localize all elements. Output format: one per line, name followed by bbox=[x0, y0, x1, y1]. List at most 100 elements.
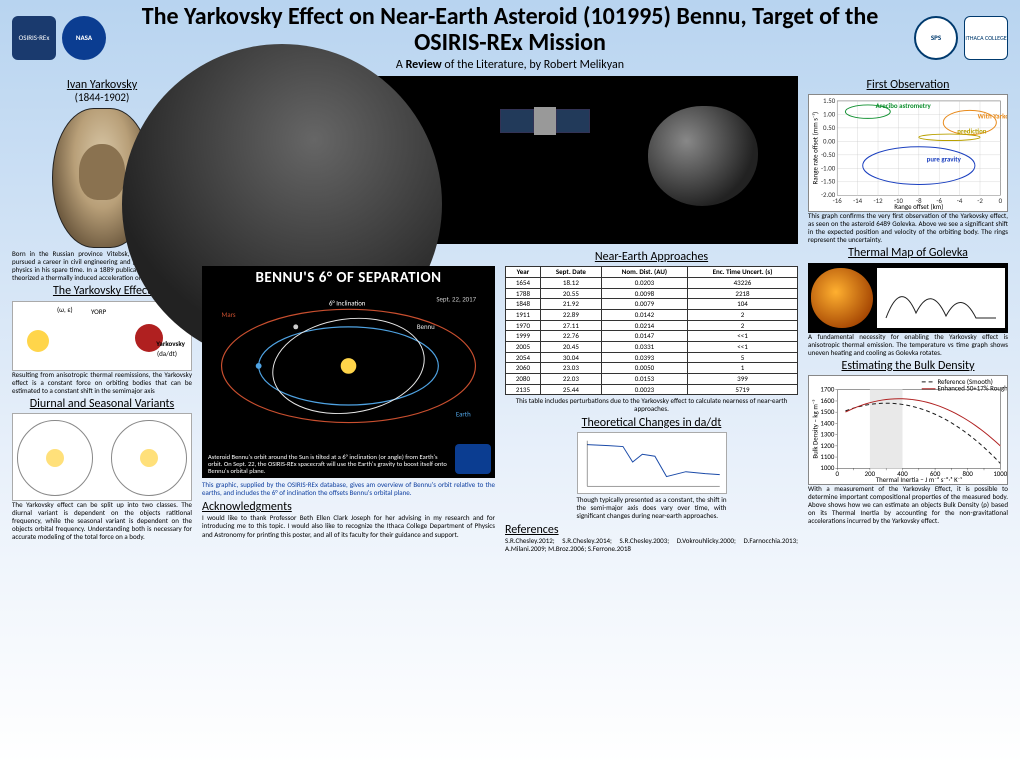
svg-text:Range offset (km): Range offset (km) bbox=[894, 202, 943, 211]
svg-text:6° Inclination: 6° Inclination bbox=[329, 299, 366, 308]
svg-text:800: 800 bbox=[962, 469, 973, 478]
ithaca-logo-icon: ITHACA COLLEGE bbox=[964, 16, 1008, 60]
thermal-caption: A fundamental necessity for enabling the… bbox=[808, 333, 1008, 357]
spacecraft-icon bbox=[500, 101, 590, 141]
lbl-yark: Yarkovsky bbox=[156, 340, 185, 348]
svg-text:Arecibo astrometry: Arecibo astrometry bbox=[876, 101, 932, 110]
diurnal-heading: Diurnal and Seasonal Variants bbox=[12, 398, 192, 411]
svg-text:pure gravity: pure gravity bbox=[927, 155, 962, 164]
density-chart: 0200400600800100010001100120013001400150… bbox=[808, 375, 1008, 485]
table-header: Enc. Time Uncert. (s) bbox=[687, 267, 797, 278]
table-row: 178820.550.00982218 bbox=[506, 288, 798, 299]
diurnal-diagram bbox=[12, 413, 192, 501]
svg-text:Bennu: Bennu bbox=[417, 322, 435, 331]
svg-text:With Yarko: With Yarko bbox=[978, 112, 1007, 121]
header: OSIRIS-REx NASA The Yarkovsky Effect on … bbox=[12, 4, 1008, 72]
svg-text:-12: -12 bbox=[873, 196, 883, 205]
svg-text:1300: 1300 bbox=[820, 429, 834, 438]
col-mid: Bennu's Orbit and Tilt BENNU'S 6° OF SEP… bbox=[202, 76, 798, 553]
col-right: First Observation -16-14-12-10-8-6-4-20-… bbox=[808, 76, 1008, 553]
svg-text:-0.50: -0.50 bbox=[821, 150, 836, 159]
refs-text: S.R.Chesley.2012; S.R.Chesley.2014; S.R.… bbox=[505, 537, 798, 553]
obs-heading: First Observation bbox=[808, 79, 1008, 92]
lbl-dadt: (da/dt) bbox=[157, 350, 177, 358]
thermal-map bbox=[808, 263, 1008, 333]
orbit-mission-logo-icon bbox=[455, 444, 491, 474]
table-row: 206023.030.00501 bbox=[506, 363, 798, 374]
svg-text:-2.00: -2.00 bbox=[821, 190, 836, 199]
subtitle-rest: of the Literature, by Robert Melikyan bbox=[442, 58, 624, 72]
thermal-curve bbox=[877, 268, 1005, 328]
svg-text:1000: 1000 bbox=[993, 469, 1007, 478]
columns: Ivan Yarkovsky (1844-1902) Born in the R… bbox=[12, 76, 1008, 553]
svg-text:1.50: 1.50 bbox=[823, 96, 836, 105]
svg-text:prediction: prediction bbox=[957, 127, 986, 136]
approaches-table: YearSept. DateNom. Dist. (AU)Enc. Time U… bbox=[505, 266, 798, 395]
table-row: 199922.760.0147<<1 bbox=[506, 331, 798, 342]
density-caption: With a measurement of the Yarkovsky Effe… bbox=[808, 485, 1008, 525]
table-row: 208022.030.0153399 bbox=[506, 374, 798, 385]
svg-text:-4: -4 bbox=[957, 196, 963, 205]
theoretical-caption: Though typically presented as a constant… bbox=[577, 496, 727, 520]
svg-text:1.00: 1.00 bbox=[823, 110, 836, 119]
table-row: 191122.890.01422 bbox=[506, 309, 798, 320]
svg-text:Thermal Inertia – J m⁻² s⁻⁰·⁵: Thermal Inertia – J m⁻² s⁻⁰·⁵ K⁻¹ bbox=[876, 475, 962, 484]
golevka-icon bbox=[811, 268, 873, 328]
osiris-logo-icon: OSIRIS-REx bbox=[12, 16, 56, 60]
poster-root: OSIRIS-REx NASA The Yarkovsky Effect on … bbox=[0, 0, 1020, 765]
sps-logo-icon: SPS bbox=[914, 16, 958, 60]
theoretical-chart bbox=[577, 432, 727, 494]
svg-text:-14: -14 bbox=[853, 196, 863, 205]
svg-text:0.50: 0.50 bbox=[823, 123, 836, 132]
lbl-yorp: YORP bbox=[91, 308, 106, 316]
orbit-graphic-title: BENNU'S 6° OF SEPARATION bbox=[202, 266, 495, 287]
svg-text:1500: 1500 bbox=[820, 407, 834, 416]
mid-row: Bennu's Orbit and Tilt BENNU'S 6° OF SEP… bbox=[202, 248, 798, 553]
logos-left: OSIRIS-REx NASA bbox=[12, 16, 106, 60]
svg-text:200: 200 bbox=[865, 469, 876, 478]
approaches-heading: Near-Earth Approaches bbox=[505, 251, 798, 264]
table-row: 165418.120.020343226 bbox=[506, 277, 798, 288]
subtitle-bold: Review bbox=[406, 58, 442, 72]
svg-text:1100: 1100 bbox=[820, 452, 834, 461]
svg-text:Mars: Mars bbox=[222, 310, 236, 319]
lbl-omega: (ω, ε) bbox=[57, 306, 73, 314]
svg-text:1200: 1200 bbox=[820, 441, 834, 450]
ack-section: Acknowledgments I would like to thank Pr… bbox=[202, 501, 495, 538]
ack-text: I would like to thank Professor Beth Ell… bbox=[202, 514, 495, 538]
table-row: 205430.040.03935 bbox=[506, 352, 798, 363]
thermal-heading: Thermal Map of Golevka bbox=[808, 247, 1008, 260]
diurnal-text: The Yarkovsky effect can be split up int… bbox=[12, 501, 192, 541]
orbit-svg: Mars Earth Bennu 6° Inclination Sept. 22… bbox=[202, 288, 495, 438]
nasa-logo-icon: NASA bbox=[62, 16, 106, 60]
svg-text:Earth: Earth bbox=[456, 410, 471, 419]
sun-icon bbox=[27, 330, 49, 352]
subtitle-prefix: A bbox=[396, 58, 406, 72]
table-row: 197027.110.02142 bbox=[506, 320, 798, 331]
table-header: Nom. Dist. (AU) bbox=[601, 267, 687, 278]
orbit-graphic: BENNU'S 6° OF SEPARATION Mars Earth Benn… bbox=[202, 266, 495, 478]
svg-text:1700: 1700 bbox=[820, 385, 834, 394]
obs-chart: -16-14-12-10-8-6-4-20-2.00-1.50-1.00-0.5… bbox=[808, 94, 1008, 212]
table-row: 213525.440.00235719 bbox=[506, 384, 798, 395]
svg-text:0: 0 bbox=[999, 196, 1003, 205]
approaches-section: Near-Earth Approaches YearSept. DateNom.… bbox=[505, 248, 798, 553]
density-heading: Estimating the Bulk Density bbox=[808, 360, 1008, 373]
svg-text:0: 0 bbox=[836, 469, 840, 478]
svg-text:1600: 1600 bbox=[820, 396, 834, 405]
orbit-caption: This graphic, supplied by the OSIRIS-REx… bbox=[202, 481, 495, 497]
logos-right: SPS ITHACA COLLEGE bbox=[914, 16, 1008, 60]
orbit-section: Bennu's Orbit and Tilt BENNU'S 6° OF SEP… bbox=[202, 248, 495, 553]
refs-section: References S.R.Chesley.2012; S.R.Chesley… bbox=[505, 524, 798, 553]
svg-text:-2: -2 bbox=[977, 196, 983, 205]
hero-image bbox=[202, 76, 798, 244]
svg-text:1000: 1000 bbox=[820, 463, 834, 472]
svg-text:1400: 1400 bbox=[820, 418, 834, 427]
approaches-caption: This table includes perturbations due to… bbox=[505, 397, 798, 413]
table-row: 200520.450.0331<<1 bbox=[506, 341, 798, 352]
orbit-footer: Asteroid Bennu's orbit around the Sun is… bbox=[208, 454, 449, 475]
effect-text: Resulting from anisotropic thermal reemi… bbox=[12, 371, 192, 395]
table-header: Sept. Date bbox=[540, 267, 601, 278]
svg-text:Range rate offset (mm s⁻¹): Range rate offset (mm s⁻¹) bbox=[811, 112, 820, 185]
svg-text:Enhanced 50+17% Roughness: Enhanced 50+17% Roughness bbox=[937, 384, 1007, 393]
